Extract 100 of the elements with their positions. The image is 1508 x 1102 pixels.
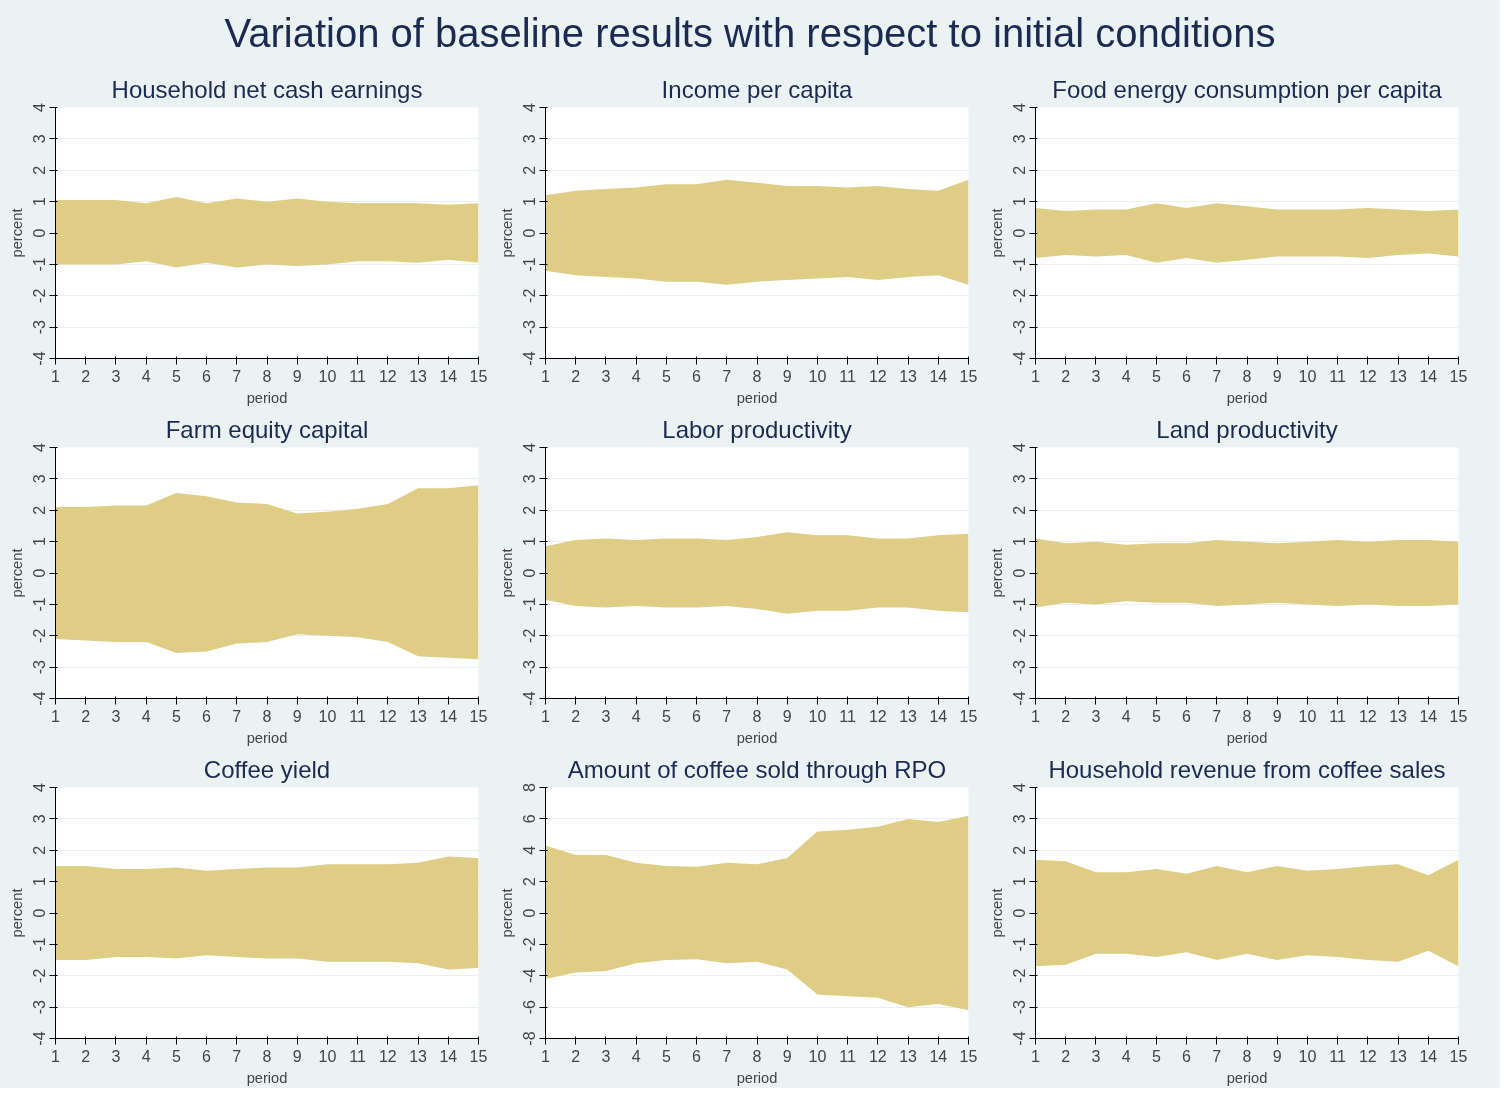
chart-title: Farm equity capital xyxy=(165,415,369,443)
y-tick-label: -4 xyxy=(520,351,538,366)
y-tick-label: -3 xyxy=(30,319,48,335)
y-axis-title: percent xyxy=(988,888,1005,938)
x-tick-label: 15 xyxy=(469,1047,488,1065)
x-tick-label: 5 xyxy=(171,1047,181,1065)
x-tick-label: 5 xyxy=(171,367,181,385)
chart-title: Income per capita xyxy=(661,75,854,103)
x-tick-label: 6 xyxy=(692,367,702,385)
x-tick-label: 12 xyxy=(868,707,887,725)
x-tick-label: 14 xyxy=(439,1047,458,1065)
y-tick-label: 2 xyxy=(520,165,538,175)
x-tick-label: 7 xyxy=(1212,367,1222,385)
x-tick-label: 8 xyxy=(262,707,272,725)
x-tick-label: 2 xyxy=(571,1047,581,1065)
x-tick-label: 12 xyxy=(378,1047,397,1065)
y-tick-label: 2 xyxy=(520,505,538,515)
x-tick-label: 14 xyxy=(929,367,948,385)
x-tick-label: 7 xyxy=(1212,707,1222,725)
x-tick-label: 4 xyxy=(631,1047,641,1065)
x-tick-label: 3 xyxy=(111,367,121,385)
y-tick-label: 2 xyxy=(30,845,48,855)
y-tick-label: 3 xyxy=(30,814,48,824)
x-tick-label: 6 xyxy=(202,707,212,725)
x-tick-label: 3 xyxy=(1091,367,1101,385)
x-tick-label: 8 xyxy=(752,707,762,725)
x-tick-label: 15 xyxy=(1449,367,1468,385)
y-tick-label: -1 xyxy=(520,597,538,612)
x-tick-label: 1 xyxy=(51,707,61,725)
y-tick-label: 1 xyxy=(1010,197,1028,207)
y-tick-label: 2 xyxy=(1010,845,1028,855)
x-tick-label: 14 xyxy=(439,367,458,385)
x-tick-label: 9 xyxy=(782,707,792,725)
y-tick-label: -2 xyxy=(30,288,48,303)
y-axis-title: percent xyxy=(498,208,515,258)
x-tick-label: 10 xyxy=(318,707,337,725)
x-tick-label: 3 xyxy=(601,1047,611,1065)
x-tick-label: 15 xyxy=(1449,1047,1468,1065)
y-tick-label: -8 xyxy=(520,1031,538,1046)
x-tick-label: 5 xyxy=(1151,1047,1161,1065)
chart-title: Coffee yield xyxy=(203,755,331,783)
y-tick-label: -2 xyxy=(1010,288,1028,303)
x-tick-label: 1 xyxy=(1031,367,1041,385)
y-tick-label: -3 xyxy=(520,319,538,335)
x-tick-label: 14 xyxy=(1419,707,1438,725)
x-tick-label: 12 xyxy=(868,367,887,385)
x-tick-label: 1 xyxy=(1031,707,1041,725)
y-tick-label: -4 xyxy=(30,691,48,706)
x-tick-label: 5 xyxy=(661,1047,671,1065)
y-tick-label: -3 xyxy=(30,999,48,1015)
x-tick-label: 10 xyxy=(1298,1047,1317,1065)
x-tick-label: 13 xyxy=(1389,707,1408,725)
x-tick-label: 14 xyxy=(929,707,948,725)
x-tick-label: 3 xyxy=(1091,1047,1101,1065)
y-tick-label: 2 xyxy=(30,505,48,515)
x-tick-label: 11 xyxy=(1329,367,1347,385)
x-tick-label: 1 xyxy=(541,707,551,725)
y-tick-label: -2 xyxy=(1010,628,1028,643)
x-tick-label: 4 xyxy=(1121,707,1131,725)
x-tick-label: 11 xyxy=(349,707,367,725)
x-tick-label: 11 xyxy=(349,367,367,385)
y-tick-label: 1 xyxy=(30,197,48,207)
x-tick-label: 5 xyxy=(661,367,671,385)
x-tick-label: 6 xyxy=(202,367,212,385)
x-axis-title: period xyxy=(246,729,288,746)
y-tick-label: -1 xyxy=(1010,937,1028,952)
y-tick-label: 2 xyxy=(1010,505,1028,515)
y-tick-label: -1 xyxy=(1010,597,1028,612)
x-tick-label: 11 xyxy=(839,367,857,385)
x-tick-label: 3 xyxy=(1091,707,1101,725)
y-axis-title: percent xyxy=(498,888,515,938)
y-tick-label: -1 xyxy=(520,257,538,272)
x-tick-label: 1 xyxy=(51,367,61,385)
x-tick-label: 1 xyxy=(541,367,551,385)
y-tick-label: -1 xyxy=(30,937,48,952)
y-tick-label: -2 xyxy=(520,937,538,952)
x-tick-label: 7 xyxy=(722,1047,732,1065)
x-tick-label: 10 xyxy=(808,367,827,385)
x-tick-label: 4 xyxy=(631,707,641,725)
y-tick-label: 4 xyxy=(1010,102,1028,112)
y-tick-label: -4 xyxy=(520,691,538,706)
y-tick-label: -2 xyxy=(520,288,538,303)
x-tick-label: 2 xyxy=(1061,707,1071,725)
x-tick-label: 8 xyxy=(262,1047,272,1065)
x-tick-label: 13 xyxy=(1389,1047,1408,1065)
x-axis-title: period xyxy=(1226,729,1268,746)
x-tick-label: 14 xyxy=(1419,1047,1438,1065)
x-tick-label: 4 xyxy=(1121,367,1131,385)
x-tick-label: 9 xyxy=(1272,707,1282,725)
x-axis-title: period xyxy=(736,1069,778,1086)
x-tick-label: 9 xyxy=(1272,367,1282,385)
y-axis-title: percent xyxy=(8,548,25,598)
x-tick-label: 12 xyxy=(868,1047,887,1065)
x-tick-label: 13 xyxy=(899,1047,918,1065)
y-tick-label: 3 xyxy=(30,474,48,484)
x-tick-label: 11 xyxy=(349,1047,367,1065)
y-tick-label: 0 xyxy=(1010,908,1028,918)
y-axis-title: percent xyxy=(988,208,1005,258)
y-tick-label: 1 xyxy=(1010,877,1028,887)
x-tick-label: 5 xyxy=(1151,367,1161,385)
